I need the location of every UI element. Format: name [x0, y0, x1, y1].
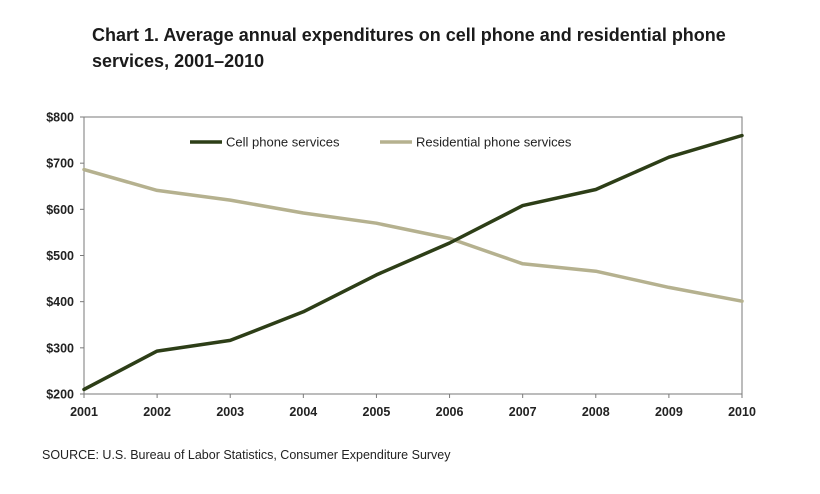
x-tick-label: 2010 [728, 405, 756, 419]
x-tick-label: 2003 [216, 405, 244, 419]
series-line-residential-phone [82, 167, 744, 303]
y-tick-label: $700 [46, 157, 74, 171]
legend-label: Cell phone services [226, 135, 340, 150]
series-line-cell-phone [82, 133, 744, 392]
x-tick-label: 2006 [436, 405, 464, 419]
y-tick-label: $400 [46, 295, 74, 309]
y-tick-label: $600 [46, 203, 74, 217]
x-tick-label: 2005 [363, 405, 391, 419]
x-axis: 2001 2002 2003 2004 2005 2006 2007 2008 2009 2010 [70, 394, 756, 419]
y-tick-label: $300 [46, 341, 74, 355]
source-note: SOURCE: U.S. Bureau of Labor Statistics,… [42, 448, 451, 462]
y-tick-label: $500 [46, 249, 74, 263]
x-tick-label: 2009 [655, 405, 683, 419]
x-tick-label: 2007 [509, 405, 537, 419]
legend-label: Residential phone services [416, 135, 572, 150]
x-tick-label: 2008 [582, 405, 610, 419]
y-tick-label: $800 [46, 111, 74, 125]
legend: Cell phone services Residential phone ser… [190, 135, 572, 150]
chart-title: Chart 1. Average annual expenditures on … [92, 25, 726, 71]
x-tick-label: 2001 [70, 405, 98, 419]
y-tick-label: $200 [46, 388, 74, 402]
x-tick-label: 2002 [143, 405, 171, 419]
x-tick-label: 2004 [289, 405, 317, 419]
series-lines [82, 133, 744, 392]
y-axis: $200 $300 $400 $500 $600 $700 $800 [46, 111, 84, 402]
plot-area [83, 116, 743, 395]
